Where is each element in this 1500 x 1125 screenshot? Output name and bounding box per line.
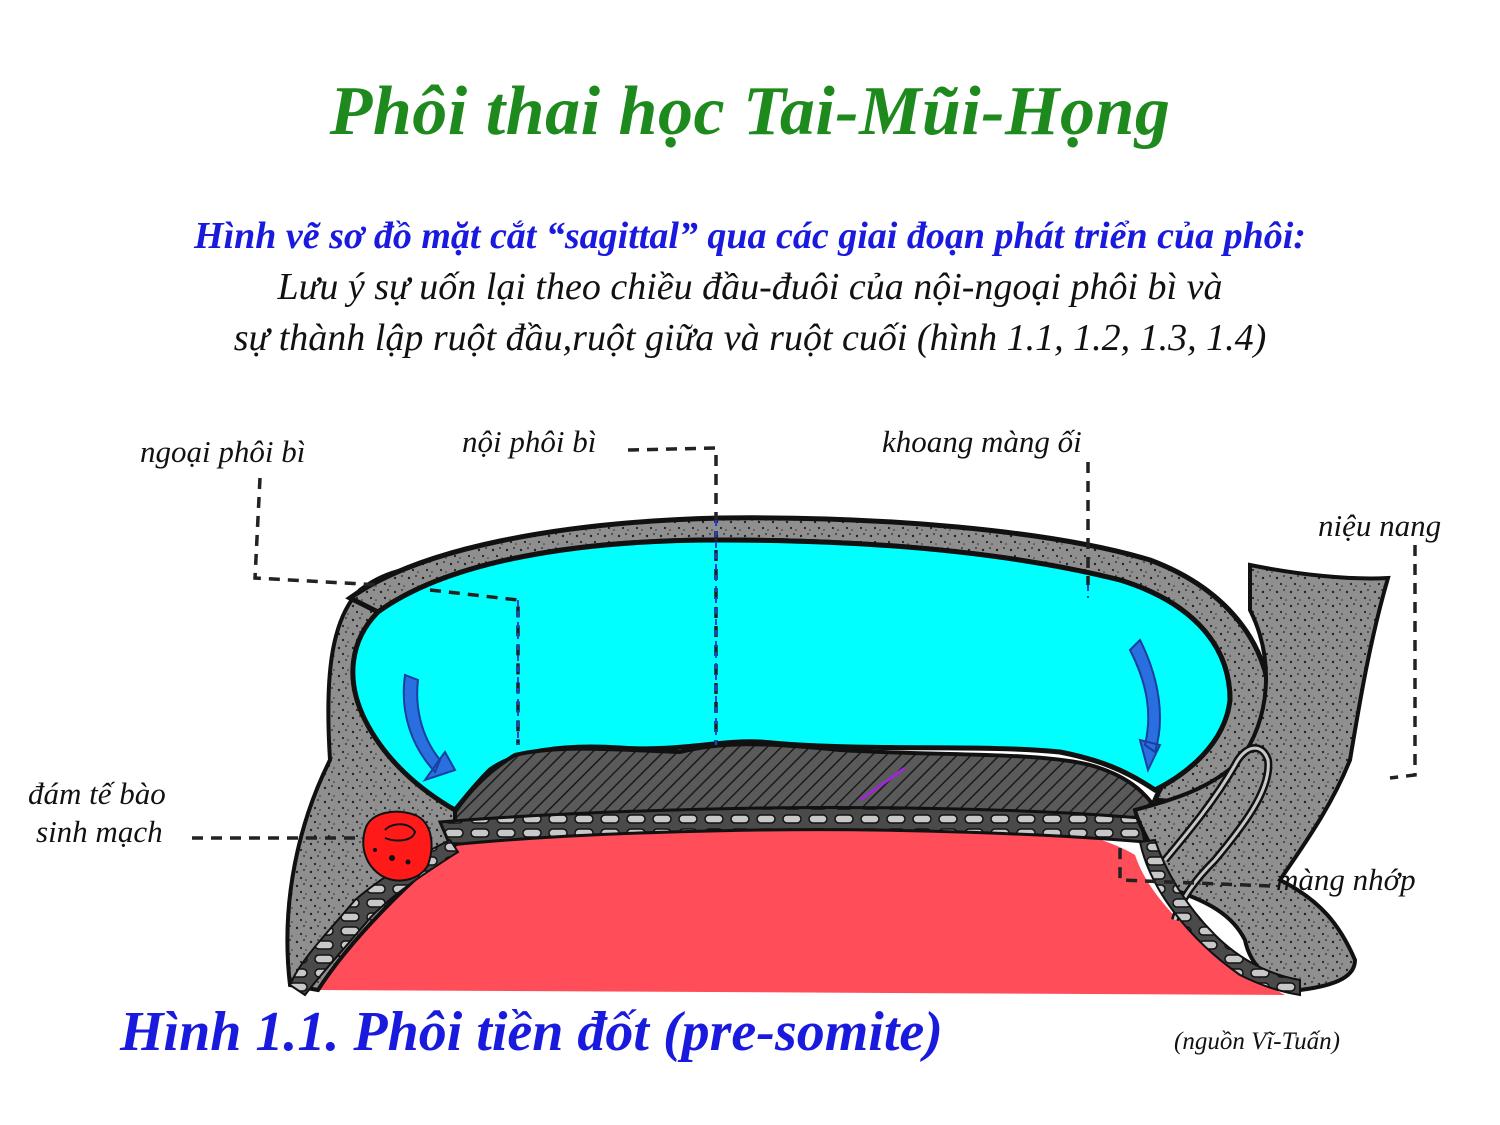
label-sinh-mach: sinh mạch (36, 814, 163, 849)
label-khoang-mang-oi: khoang màng ối (882, 424, 1082, 459)
subtitle-line-2: sự thành lập ruột đầu,ruột giữa và ruột … (233, 317, 1267, 359)
label-noi-phoi-bi: nội phôi bì (462, 424, 597, 459)
label-dam-te-bao: đám tế bào (28, 776, 166, 811)
figure-caption: Hình 1.1. Phôi tiền đốt (pre-somite) (120, 1001, 943, 1063)
folding-arrow-right (1128, 638, 1162, 773)
blood-island (362, 810, 433, 882)
internal-guide-lines (517, 520, 1089, 745)
yolk-sac (318, 817, 1285, 995)
right-cell-lining (1138, 838, 1301, 997)
slide-title: Phôi thai học Tai-Mũi-Họng (329, 73, 1171, 150)
subtitle-line-1: Lưu ý sự uốn lại theo chiều đầu-đuôi của… (277, 266, 1223, 308)
label-ngoai-phoi-bi: ngoại phôi bì (140, 434, 306, 469)
folding-arrow-left (402, 673, 457, 782)
source-note: (nguồn Vĩ-Tuấn) (1174, 1028, 1340, 1055)
label-mang-nhop: màng nhớp (1276, 862, 1416, 897)
subtitle-heading: Hình vẽ sơ đồ mặt cắt “sagittal” qua các… (194, 215, 1306, 257)
label-nieu-nang: niệu nang (1318, 508, 1442, 543)
primitive-streak-mark (859, 766, 906, 802)
left-cell-lining (288, 838, 460, 997)
